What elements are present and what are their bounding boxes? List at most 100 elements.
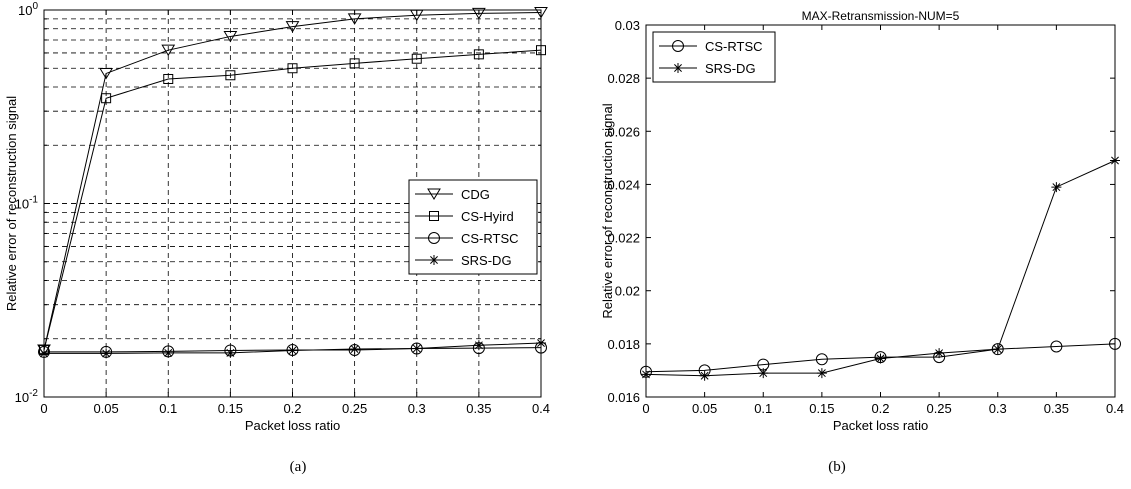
- x-axis-label: Packet loss ratio: [833, 418, 928, 433]
- y-tick-label: 0.016: [607, 390, 640, 405]
- data-point: [934, 348, 945, 359]
- data-point: [536, 45, 546, 56]
- y-tick-label: 0.02: [615, 284, 640, 299]
- x-axis-label: Packet loss ratio: [245, 418, 340, 433]
- y-axis: 10-2 10-1 100: [15, 1, 541, 405]
- y-axis: 0.016 0.018 0.02 0.022 0.024 0.026 0.028 0.03: [607, 18, 1115, 405]
- legend-marker: [429, 211, 439, 221]
- data-point: [411, 343, 422, 354]
- legend-label: CS-RTSC: [705, 39, 763, 54]
- data-point: [163, 347, 174, 358]
- series-line: [43, 12, 542, 351]
- x-axis: 0 0.05 0.1 0.15 0.2 0.25 0.3 0.35 0.4: [40, 10, 550, 416]
- legend: CS-RTSC SRS-DG: [652, 31, 776, 83]
- x-tick-label: 0.3: [408, 401, 426, 416]
- y-tick-label: 10-2: [15, 388, 39, 405]
- legend-label: SRS-DG: [461, 253, 512, 268]
- data-point: [161, 44, 176, 57]
- x-tick-label: 0: [642, 401, 649, 416]
- caption-a: (a): [289, 459, 307, 475]
- data-point: [285, 21, 300, 33]
- data-point: [816, 368, 827, 379]
- x-tick-label: 0: [40, 401, 47, 416]
- chart-0: 0 0.05 0.1 0.15 0.2 0.25 0.3 0.35 0.4 10-2 10-1 100…: [4, 1, 550, 433]
- data-point: [534, 7, 548, 19]
- legend-marker: [672, 40, 684, 52]
- data-point: [992, 344, 1003, 355]
- x-axis: 0 0.05 0.1 0.15 0.2 0.25 0.3 0.35 0.4: [642, 25, 1124, 416]
- legend-item: CS-RTSC: [415, 231, 519, 246]
- data-point: [699, 370, 710, 381]
- legend-label: SRS-DG: [705, 61, 756, 76]
- data-point: [99, 67, 114, 80]
- x-tick-label: 0.4: [1106, 401, 1124, 416]
- x-tick-label: 0.35: [1044, 401, 1069, 416]
- data-point: [287, 63, 298, 74]
- data-point: [1110, 155, 1120, 166]
- x-tick-label: 0.4: [532, 401, 550, 416]
- legend-marker: [427, 188, 441, 200]
- x-tick-label: 0.3: [989, 401, 1007, 416]
- legend-box: [652, 31, 776, 83]
- data-point: [225, 347, 236, 358]
- legend-marker: [673, 63, 683, 73]
- data-point: [536, 338, 546, 349]
- x-tick-label: 0.05: [692, 401, 717, 416]
- data-point: [1051, 182, 1062, 193]
- data-point: [101, 93, 112, 104]
- data-point: [1050, 340, 1063, 353]
- legend-box: [408, 179, 538, 275]
- data-point: [411, 53, 422, 64]
- legend-label: CDG: [461, 187, 490, 202]
- data-point: [473, 340, 484, 351]
- legend-item: SRS-DG: [659, 61, 756, 76]
- x-tick-label: 0.15: [218, 401, 243, 416]
- series-line: [43, 49, 542, 351]
- legend: CDG CS-Hyird CS-RTSC SRS-DG: [408, 179, 538, 275]
- data-point: [473, 49, 484, 60]
- y-tick-label: 0.026: [607, 124, 640, 139]
- data-point: [163, 73, 174, 84]
- plot-area: [646, 25, 1115, 397]
- data-point: [39, 348, 49, 359]
- series-srs-dg: [641, 155, 1120, 381]
- y-tick-label: 0.022: [607, 231, 640, 246]
- y-tick-label: 10-1: [15, 195, 39, 212]
- chart-title: MAX-Retransmission-NUM=5: [802, 9, 960, 23]
- legend-marker: [428, 232, 440, 244]
- caption-b: (b): [828, 459, 846, 475]
- legend-label: CS-Hyird: [461, 209, 514, 224]
- data-point: [641, 369, 651, 380]
- legend-label: CS-RTSC: [461, 231, 519, 246]
- y-tick-label: 0.018: [607, 337, 640, 352]
- data-point: [409, 9, 424, 22]
- data-point: [875, 353, 886, 364]
- legend-item: SRS-DG: [415, 253, 512, 268]
- data-point: [349, 58, 360, 69]
- y-axis-label: Relative error of reconstruction signal: [600, 103, 615, 318]
- x-tick-label: 0.15: [809, 401, 834, 416]
- y-axis-label: Relative error of reconstruction signal: [4, 96, 19, 311]
- legend-item: CS-Hyird: [415, 209, 514, 224]
- data-point: [349, 344, 360, 355]
- x-tick-label: 0.35: [466, 401, 491, 416]
- data-point: [225, 70, 236, 81]
- y-tick-label: 100: [18, 1, 38, 18]
- legend-item: CDG: [415, 187, 490, 202]
- x-tick-label: 0.2: [283, 401, 301, 416]
- data-point: [1109, 337, 1121, 350]
- x-tick-label: 0.25: [926, 401, 951, 416]
- series-srs-dg: [39, 338, 546, 359]
- data-point: [758, 368, 769, 379]
- x-tick-label: 0.25: [342, 401, 367, 416]
- y-tick-label: 0.03: [615, 18, 640, 33]
- chart-1: 0 0.05 0.1 0.15 0.2 0.25 0.3 0.35 0.40.0160.0180…: [600, 9, 1124, 433]
- data-point: [471, 7, 486, 20]
- x-tick-label: 0.2: [871, 401, 889, 416]
- legend-item: CS-RTSC: [659, 39, 763, 54]
- legend-marker: [429, 255, 439, 265]
- data-point: [287, 345, 298, 356]
- y-tick-label: 0.028: [607, 71, 640, 86]
- x-tick-label: 0.05: [93, 401, 118, 416]
